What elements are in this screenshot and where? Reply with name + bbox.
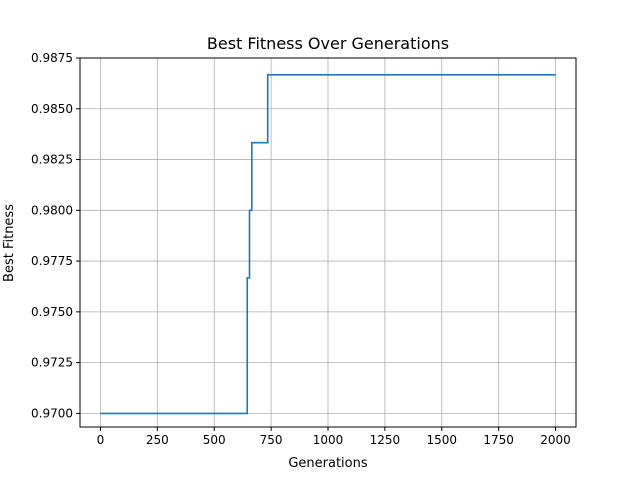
y-tick-label: 0.9700 [31, 406, 73, 420]
x-tick-label: 1750 [483, 433, 514, 447]
y-tick-label: 0.9775 [31, 254, 73, 268]
y-ticks: 0.9700 0.9725 0.9750 0.9775 0.9800 0.9825 0.98… [31, 51, 80, 420]
plot-series [100, 74, 556, 415]
best-fitness-line [100, 74, 556, 415]
x-tick-label: 1250 [370, 433, 401, 447]
y-axis-label: Best Fitness [2, 204, 17, 282]
x-tick-label: 0 [97, 433, 105, 447]
x-axis-label: Generations [288, 456, 368, 471]
x-tick-label: 250 [146, 433, 169, 447]
chart-title: Best Fitness Over Generations [207, 34, 449, 53]
y-tick-label: 0.9800 [31, 203, 73, 217]
y-tick-label: 0.9750 [31, 305, 73, 319]
y-tick-label: 0.9825 [31, 153, 73, 167]
y-tick-label: 0.9850 [31, 102, 73, 116]
x-tick-label: 1500 [426, 433, 457, 447]
x-tick-label: 500 [203, 433, 226, 447]
x-tick-label: 750 [260, 433, 283, 447]
y-tick-label: 0.9725 [31, 356, 73, 370]
x-tick-label: 1000 [313, 433, 344, 447]
x-ticks: 0 250 500 750 1000 1250 1500 1750 2000 [97, 427, 571, 447]
x-tick-label: 2000 [540, 433, 571, 447]
y-tick-label: 0.9875 [31, 51, 73, 65]
